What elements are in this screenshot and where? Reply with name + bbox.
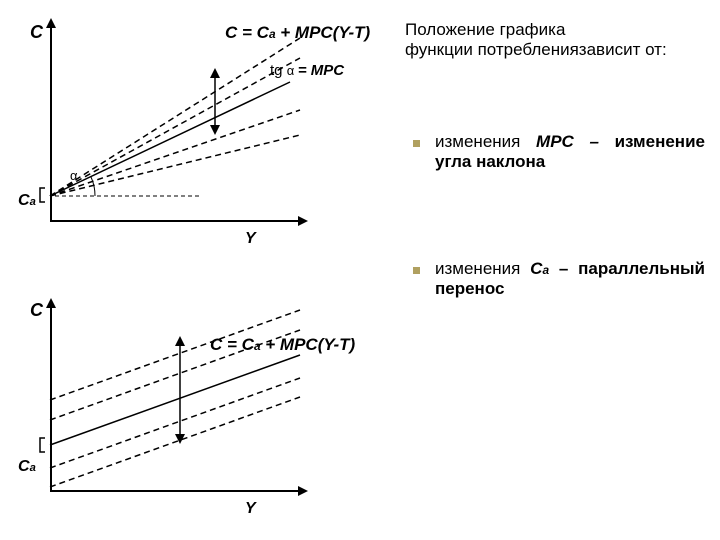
d1-x-label: Y bbox=[245, 230, 256, 248]
bullet2-text: изменения Сa – параллельный перенос bbox=[435, 259, 705, 299]
d1-y-label: C bbox=[30, 22, 43, 43]
d2-dash-line bbox=[50, 378, 300, 468]
d2-solid-line bbox=[50, 355, 300, 445]
d2-ca-tick bbox=[40, 438, 45, 452]
d2-equation: C = Ca + MPC(Y-T) bbox=[210, 335, 355, 355]
bullet-icon bbox=[413, 267, 420, 274]
d1-vert-arrow-down bbox=[210, 125, 220, 135]
d2-vert-arrow-up bbox=[175, 336, 185, 346]
d1-solid-line bbox=[50, 82, 290, 196]
d1-ca-label: Ca bbox=[18, 192, 36, 210]
d1-y-axis bbox=[50, 25, 52, 220]
d1-equation: C = Ca + MPC(Y-T) bbox=[225, 23, 370, 43]
d2-y-label: C bbox=[30, 300, 43, 321]
d1-vert-arrow-up bbox=[210, 68, 220, 78]
d1-dash-line bbox=[50, 135, 300, 196]
d2-dash-line bbox=[50, 397, 300, 487]
d1-y-arrow bbox=[46, 18, 56, 28]
d2-y-arrow bbox=[46, 298, 56, 308]
bullet-icon bbox=[413, 140, 420, 147]
d2-x-label: Y bbox=[245, 500, 256, 518]
d1-x-axis bbox=[50, 220, 300, 222]
d1-alpha-label: α bbox=[70, 168, 78, 183]
bullet1-text: изменения MPC – изменение угла наклона bbox=[435, 132, 705, 172]
d1-ca-tick bbox=[40, 188, 45, 202]
d2-x-arrow bbox=[298, 486, 308, 496]
d1-dash-line bbox=[50, 38, 300, 196]
d1-x-arrow bbox=[298, 216, 308, 226]
d2-dash-line bbox=[50, 310, 300, 400]
d1-tangent: tg α = MPC bbox=[270, 62, 344, 79]
d1-dash-line bbox=[50, 110, 300, 196]
d2-x-axis bbox=[50, 490, 300, 492]
d2-ca-label: Ca bbox=[18, 458, 36, 476]
intro-text: Положение графика функции потреблениязав… bbox=[405, 20, 705, 60]
d2-y-axis bbox=[50, 305, 52, 490]
d1-dash-line bbox=[50, 58, 300, 196]
